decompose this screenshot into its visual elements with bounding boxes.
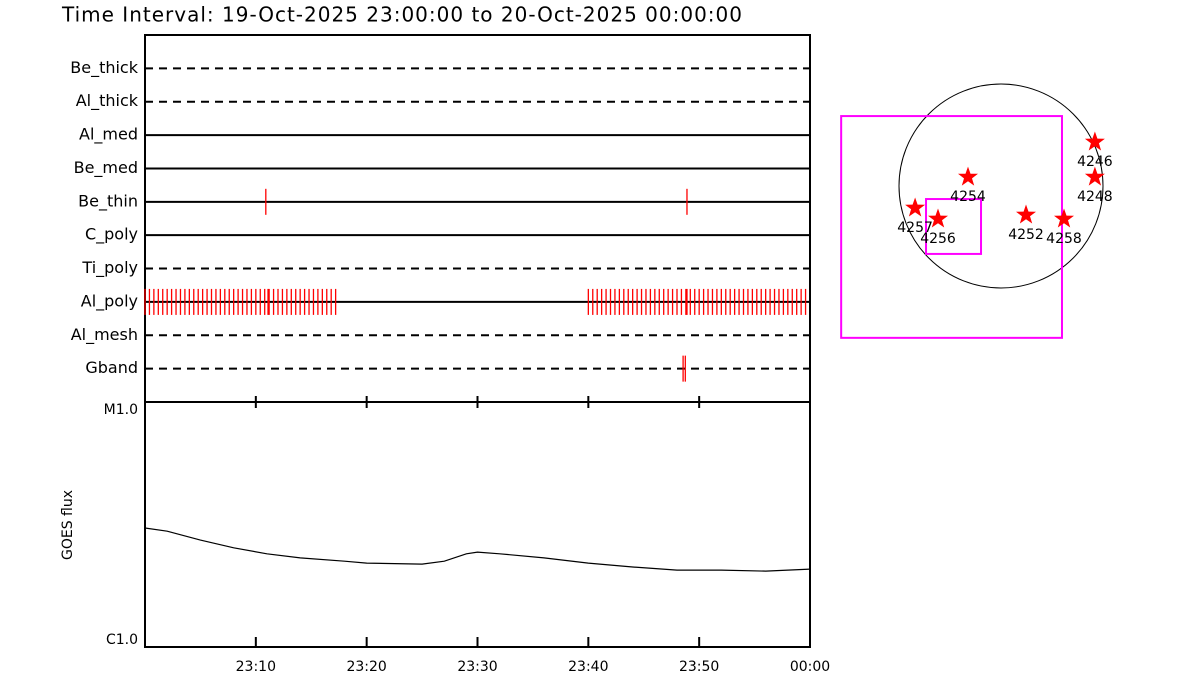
region-label: 4254 <box>950 189 986 205</box>
region-star <box>1054 208 1074 228</box>
filter-label: Gband <box>85 358 138 377</box>
filter-label: Al_mesh <box>71 325 138 345</box>
region-label: 4257 <box>897 220 933 236</box>
fov-box <box>840 115 1063 339</box>
filter-label: Be_thick <box>70 58 138 78</box>
region-label: 4246 <box>1077 154 1113 170</box>
filter-label: Al_thick <box>76 91 139 111</box>
x-tick-label: 23:50 <box>679 659 719 675</box>
region-label: 4258 <box>1046 231 1082 247</box>
region-label: 4256 <box>920 231 956 247</box>
region-star <box>905 197 926 217</box>
filter-label: Al_poly <box>81 291 138 311</box>
x-tick-label: 00:00 <box>790 659 830 675</box>
timeline-frame <box>144 34 811 403</box>
y-axis-label: GOES flux <box>60 490 76 560</box>
filter-label: C_poly <box>85 225 138 245</box>
plot-title: Time Interval: 19-Oct-2025 23:00:00 to 2… <box>61 3 743 27</box>
filter-label: Ti_poly <box>81 258 138 278</box>
y-tick-label: C1.0 <box>106 632 138 648</box>
filter-label: Be_med <box>74 158 138 178</box>
region-star <box>1084 166 1105 186</box>
fov-box <box>925 198 983 255</box>
x-tick-label: 23:10 <box>236 659 276 675</box>
goes-curve <box>144 527 811 572</box>
region-star <box>928 208 948 228</box>
goes-frame <box>144 401 811 648</box>
filter-label: Be_thin <box>78 191 138 211</box>
region-star <box>1084 131 1105 151</box>
y-tick-label: M1.0 <box>104 402 138 418</box>
filter-label: Al_med <box>79 125 138 145</box>
region-star <box>1016 204 1036 224</box>
x-tick-label: 23:20 <box>346 659 386 675</box>
solar-limb <box>898 83 1104 289</box>
x-tick-label: 23:30 <box>457 659 497 675</box>
x-tick-label: 23:40 <box>568 659 608 675</box>
region-label: 4252 <box>1008 227 1044 243</box>
region-star <box>958 166 978 186</box>
region-label: 4248 <box>1077 189 1113 205</box>
